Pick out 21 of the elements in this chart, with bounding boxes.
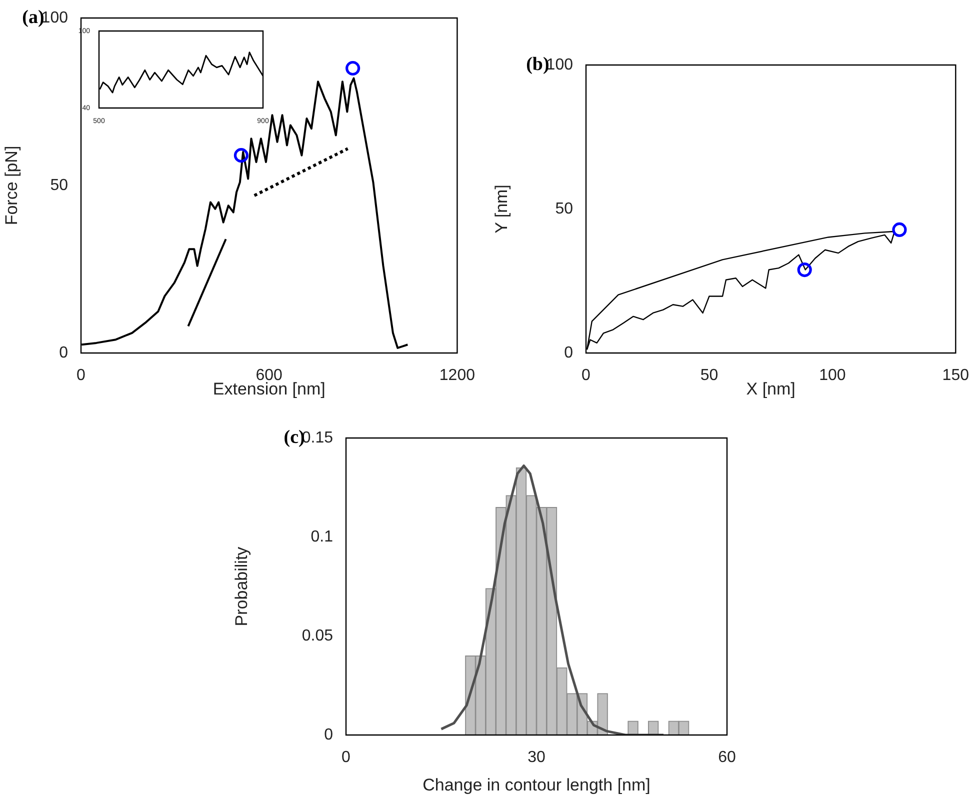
x-axis-title: X [nm]: [746, 379, 796, 398]
x-tick-label: 150: [942, 367, 970, 384]
x-tick-label: 60: [718, 749, 736, 766]
y-tick-label: 0: [324, 726, 334, 744]
y-axis-title: Force [pN]: [2, 146, 21, 226]
y-tick-label: 50: [555, 200, 574, 218]
y-axis-title: Y [nm]: [492, 184, 511, 234]
y-tick-label: 0.1: [310, 528, 334, 546]
y-tick-label: 0.05: [302, 627, 334, 644]
y-tick-label: 50: [50, 176, 68, 194]
x-tick-label: 0: [342, 749, 351, 766]
x-tick-label: 30: [528, 749, 546, 766]
x-tick-label: 50: [700, 367, 718, 384]
chart-title: (c): [284, 426, 305, 448]
x-tick-label: 100: [819, 367, 846, 384]
y-tick-label: 0: [59, 344, 68, 362]
x-tick-label: 0: [582, 367, 591, 384]
y-tick-label: 0: [564, 344, 574, 362]
x-tick-label: 1200: [439, 367, 476, 384]
x-axis-title: Change in contour length [nm]: [422, 775, 650, 794]
y-axis-title: Probability: [232, 546, 251, 626]
